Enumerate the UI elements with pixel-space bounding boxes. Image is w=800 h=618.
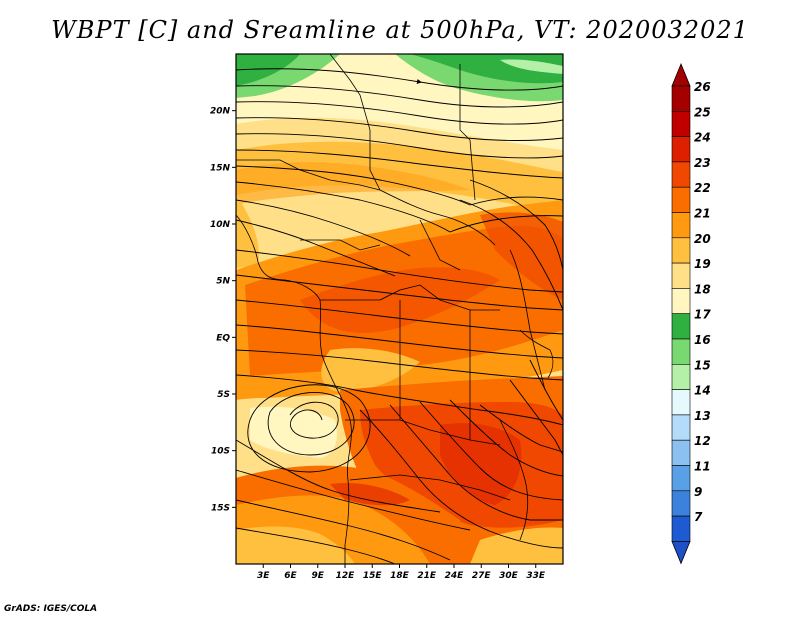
colorbar-swatch [671,186,691,213]
lat-tick-label: 15N [210,163,231,173]
colorbar-label: 16 [694,333,711,347]
lat-tick-label: 10S [211,447,230,457]
colorbar: 26 25 24 23 22 21 20 19 18 17 16 15 14 13 12 11 9 7 [671,62,711,565]
lon-tick-label: 24E [445,571,465,581]
lon-tick-label: 18E [390,571,410,581]
lat-tick-label: 5N [216,277,230,287]
colorbar-swatch [671,490,691,517]
lon-tick-label: 33E [526,571,546,581]
colorbar-swatch [671,363,691,390]
lon-tick-label: 3E [257,571,270,581]
lat-tick-label: 20N [210,107,231,117]
colorbar-top-arrow [671,62,691,87]
colorbar-swatch [671,262,691,289]
colorbar-label: 17 [694,308,711,322]
colorbar-label: 19 [694,257,711,271]
lat-tick-label: EQ [216,333,230,343]
colorbar-label: 13 [694,409,711,423]
colorbar-label: 14 [694,384,711,398]
lat-tick-label: 15S [211,503,230,513]
colorbar-swatch [671,515,691,542]
country-borders [236,54,554,564]
colorbar-label: 22 [694,181,711,195]
lon-tick-label: 21E [417,571,437,581]
colorbar-swatch [671,111,691,137]
colorbar-label: 25 [694,105,711,119]
colorbar-swatch [671,338,691,365]
lon-tick-label: 12E [336,571,356,581]
colorbar-label: 21 [694,207,711,221]
colorbar-label: 23 [694,156,711,170]
longitude-axis: 3E 6E 9E 12E 15E 18E 21E 24E 27E 30E 33E [257,564,546,581]
colorbar-label: 11 [694,460,711,474]
colorbar-swatch [671,313,691,340]
lat-tick-label: 10N [210,220,231,230]
colorbar-label: 15 [694,358,711,372]
colorbar-swatch [671,136,691,163]
latitude-axis: 20N 15N 10N 5N EQ 5S 10S 15S [210,107,236,513]
lon-tick-label: 6E [284,571,297,581]
colorbar-label: 26 [694,80,711,94]
colorbar-label: 20 [694,232,711,246]
colorbar-swatch [671,85,691,112]
map-title: WBPT [C] and Sreamline at 500hPa, VT: 20… [51,16,749,44]
colorbar-label: 9 [694,485,702,499]
grads-credit: GrADS: IGES/COLA [4,604,98,614]
colorbar-swatch [671,414,691,441]
colorbar-swatch [671,288,691,314]
streamlines [236,68,563,564]
colorbar-swatch [671,465,691,492]
lon-tick-label: 9E [312,571,325,581]
colorbar-label: 12 [694,434,711,448]
lon-tick-label: 30E [499,571,519,581]
colorbar-label: 7 [694,510,703,524]
colorbar-label: 18 [694,282,711,296]
colorbar-swatch [671,161,691,188]
colorbar-bottom-arrow [671,541,691,565]
colorbar-swatch [671,237,691,264]
lon-tick-label: 15E [363,571,383,581]
lon-tick-label: 27E [472,571,492,581]
colorbar-swatch [671,439,691,466]
lat-tick-label: 5S [217,390,230,400]
wbpt-shading [236,54,563,564]
colorbar-swatch [671,212,691,239]
colorbar-swatch [671,389,691,416]
colorbar-label: 24 [694,131,711,145]
